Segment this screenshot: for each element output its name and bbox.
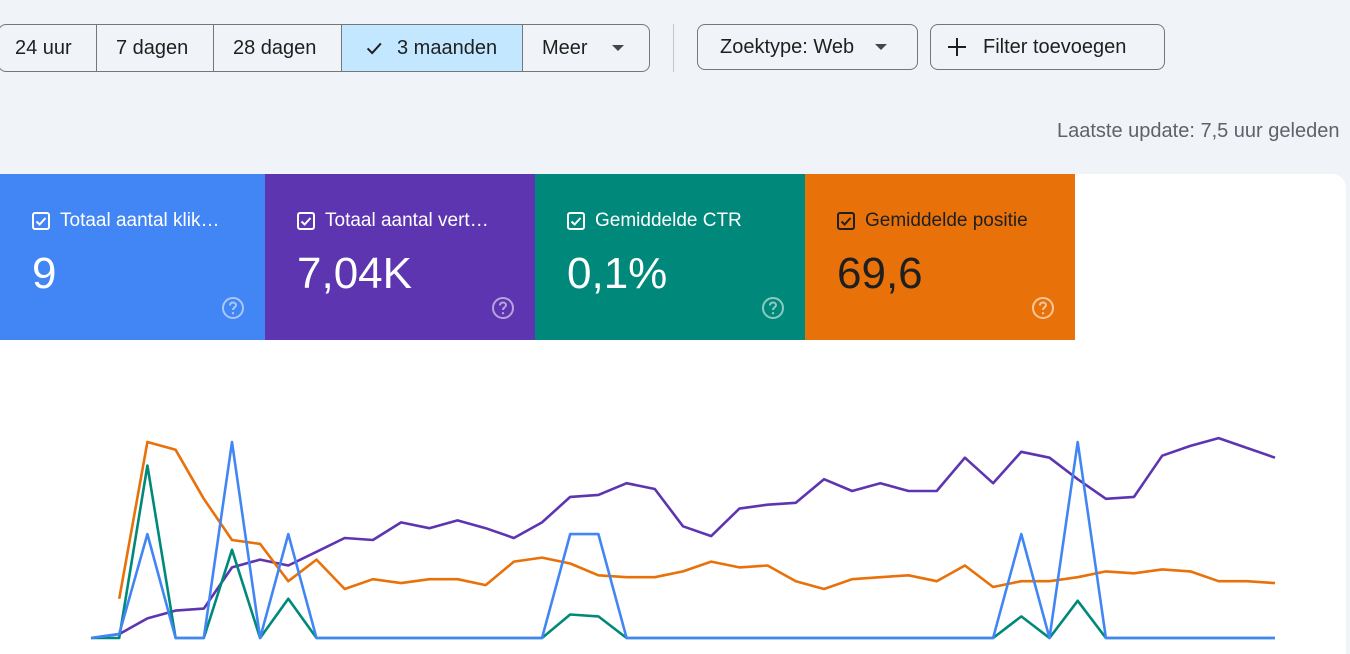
chevron-down-icon: [875, 44, 888, 50]
performance-chart: [90, 436, 1276, 640]
add-filter-button[interactable]: Filter toevoegen: [930, 24, 1165, 70]
range-more-label: Meer: [542, 36, 588, 59]
help-icon[interactable]: [221, 296, 245, 320]
metric-label: Gemiddelde positie: [865, 210, 1028, 231]
checkbox-checked-icon: [837, 212, 855, 230]
toolbar-divider: [673, 24, 674, 72]
metric-average-position[interactable]: Gemiddelde positie 69,6: [805, 174, 1075, 340]
chevron-down-icon: [611, 45, 624, 51]
date-range-selector: 24 uur 7 dagen 28 dagen 3 maanden Meer: [0, 24, 650, 72]
range-3-months-chip[interactable]: 3 maanden: [342, 25, 523, 71]
range-more-dropdown[interactable]: Meer: [523, 25, 649, 71]
help-icon[interactable]: [491, 296, 515, 320]
help-icon[interactable]: [1031, 296, 1055, 320]
metric-label: Totaal aantal vert…: [325, 210, 489, 231]
clicks-series-line: [90, 440, 1275, 640]
checkbox-checked-icon: [567, 212, 585, 230]
range-28-days-label: 28 dagen: [233, 36, 317, 59]
metric-value: 7,04K: [297, 249, 412, 298]
metric-total-impressions[interactable]: Totaal aantal vert… 7,04K: [265, 174, 535, 340]
range-24-hours-label: 24 uur: [15, 36, 72, 59]
metric-label: Totaal aantal klik…: [60, 210, 220, 231]
search-type-label: Zoektype: Web: [720, 35, 855, 58]
add-filter-label: Filter toevoegen: [983, 35, 1127, 58]
help-icon[interactable]: [761, 296, 785, 320]
last-update-text: Laatste update: 7,5 uur geleden: [1057, 120, 1340, 142]
range-7-days-label: 7 dagen: [116, 36, 189, 59]
search-type-dropdown[interactable]: Zoektype: Web: [697, 24, 918, 70]
checkbox-checked-icon: [32, 212, 50, 230]
metric-value: 69,6: [837, 249, 923, 298]
metric-value: 0,1%: [567, 249, 668, 298]
plus-icon: [948, 38, 966, 56]
range-28-days-chip[interactable]: 28 dagen: [214, 25, 342, 71]
checkmark-icon: [366, 42, 382, 55]
range-24-hours-chip[interactable]: 24 uur: [0, 25, 97, 71]
impressions-series-line: [90, 436, 1276, 640]
metric-label: Gemiddelde CTR: [595, 210, 742, 231]
position-series-line: [117, 440, 1276, 600]
metric-total-clicks[interactable]: Totaal aantal klik… 9: [0, 174, 265, 340]
range-7-days-chip[interactable]: 7 dagen: [97, 25, 214, 71]
checkbox-checked-icon: [297, 212, 315, 230]
metric-value: 9: [32, 249, 57, 298]
metric-average-ctr[interactable]: Gemiddelde CTR 0,1%: [535, 174, 805, 340]
range-3-months-label: 3 maanden: [397, 36, 498, 59]
